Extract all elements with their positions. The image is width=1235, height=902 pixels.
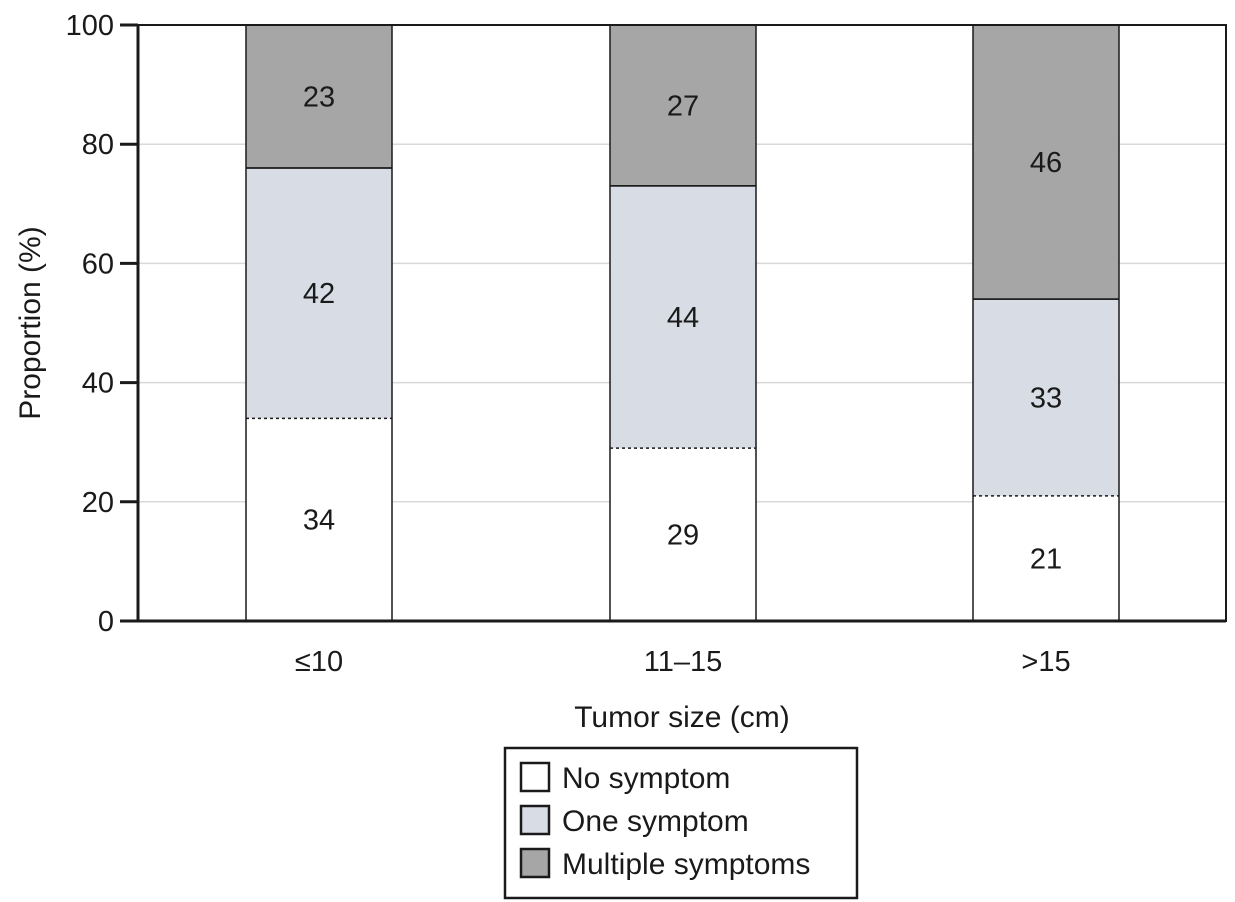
legend-label: No symptom (562, 762, 730, 795)
y-tick-label: 20 (82, 487, 114, 519)
data-label: 21 (1030, 543, 1062, 575)
y-tick-label: 80 (82, 129, 114, 161)
legend-swatch (519, 804, 551, 836)
bar-segment (973, 495, 1119, 621)
axes (136, 24, 1227, 623)
data-label: 27 (667, 90, 699, 122)
legend-swatch (519, 761, 551, 793)
bar-segment (973, 299, 1119, 496)
legend-label: Multiple symptoms (562, 848, 810, 881)
bar-segment (246, 418, 392, 621)
legend-swatch (519, 847, 551, 879)
x-axis-ticks: ≤10 11–15 >15 (295, 646, 1071, 678)
data-label: 33 (1030, 383, 1062, 415)
y-tick-label: 60 (82, 248, 114, 280)
bar-segment (610, 25, 756, 186)
bar-segment (610, 185, 756, 449)
bar-segment (973, 25, 1119, 300)
data-label: 46 (1030, 147, 1062, 179)
data-label: 44 (667, 302, 699, 334)
x-tick-label: >15 (1021, 646, 1070, 678)
bar-segment (246, 25, 392, 169)
y-tick-label: 0 (98, 606, 114, 638)
data-label: 34 (303, 505, 335, 537)
data-label: 23 (303, 82, 335, 114)
x-tick-label: 11–15 (644, 646, 723, 678)
bar-segment (246, 168, 392, 419)
legend: No symptom One symptom Multiple symptoms (503, 746, 859, 900)
x-axis-title: Tumor size (cm) (574, 701, 790, 734)
y-axis-ticks: 0 20 40 60 80 100 (66, 10, 138, 638)
data-label: 42 (303, 278, 335, 310)
bar-segment (610, 448, 756, 621)
data-label: 29 (667, 520, 699, 552)
legend-box (503, 746, 859, 900)
y-axis-title: Proportion (%) (14, 226, 47, 419)
y-tick-label: 100 (66, 10, 114, 42)
x-tick-label: ≤10 (295, 646, 343, 678)
bars: 34 42 23 29 44 27 21 33 46 (245, 25, 1120, 621)
y-tick-label: 40 (82, 368, 114, 400)
legend-label: One symptom (562, 805, 749, 838)
